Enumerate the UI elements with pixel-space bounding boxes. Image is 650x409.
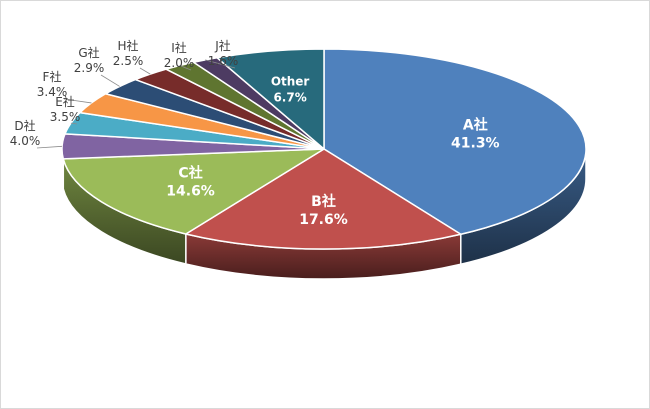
slice-name-label: D社 bbox=[14, 118, 35, 133]
slice-value-label: 41.3% bbox=[451, 136, 500, 152]
leader-line bbox=[100, 74, 120, 87]
slice-value-label: 2.9% bbox=[74, 61, 105, 75]
leader-line bbox=[205, 59, 236, 69]
pie-tops bbox=[61, 48, 587, 250]
slice-name-label: J社 bbox=[214, 38, 231, 53]
leader-lines bbox=[36, 59, 236, 149]
slice-value-label: 2.5% bbox=[113, 54, 144, 68]
slice-value-label: 14.6% bbox=[166, 184, 215, 200]
slice-value-label: 2.0% bbox=[164, 56, 195, 70]
pie-sides bbox=[61, 148, 587, 280]
slice-name-label: C社 bbox=[178, 165, 202, 182]
slice-B社 bbox=[185, 148, 462, 250]
slice-name-label: Other bbox=[271, 74, 310, 88]
slice-value-label: 3.4% bbox=[37, 85, 68, 99]
slice-A社 bbox=[323, 48, 587, 236]
leader-line bbox=[36, 145, 63, 149]
slice-name-label: E社 bbox=[55, 94, 75, 109]
leader-line bbox=[139, 67, 151, 75]
slice-value-label: 4.0% bbox=[10, 134, 41, 148]
data-labels: A社 41.3% B社 17.6% C社 14.6% D社4.0% E社3.5% F社3.4% G… bbox=[10, 38, 500, 228]
leader-line bbox=[70, 122, 78, 125]
slice-C社 bbox=[62, 148, 325, 235]
slice-name-label: G社 bbox=[78, 45, 99, 60]
slice-name-label: A社 bbox=[463, 117, 488, 134]
slice-value-label: 17.6% bbox=[299, 212, 348, 228]
slice-name-label: B社 bbox=[311, 193, 336, 210]
leader-line bbox=[179, 65, 192, 71]
slice-value-label: 1.6% bbox=[208, 54, 239, 68]
slice-value-label: 6.7% bbox=[273, 90, 306, 104]
slice-name-label: F社 bbox=[43, 69, 62, 84]
slice-value-label: 3.5% bbox=[50, 110, 81, 124]
leader-line bbox=[63, 98, 92, 104]
slice-name-label: I社 bbox=[171, 40, 187, 55]
slice-name-label: H社 bbox=[117, 38, 138, 53]
slice-Other bbox=[216, 48, 325, 150]
